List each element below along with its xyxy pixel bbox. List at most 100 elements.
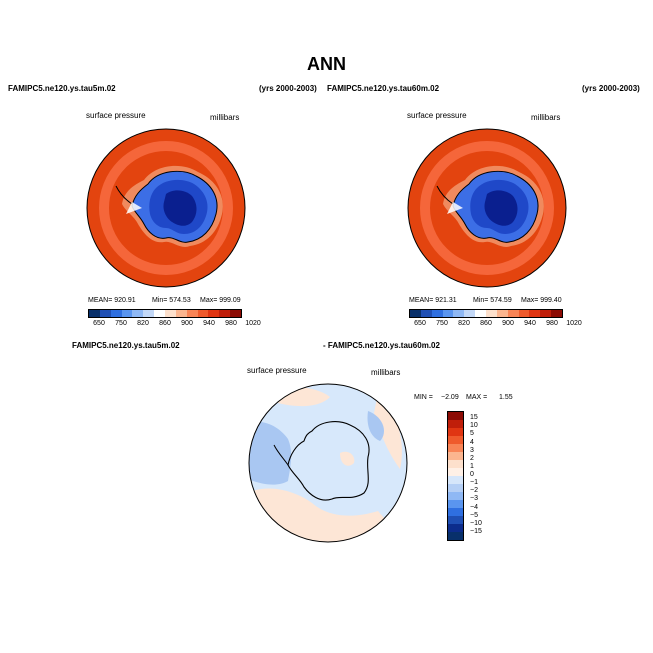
panel1-mean: MEAN= 920.91 bbox=[88, 297, 136, 304]
colorbar-swatch bbox=[110, 310, 122, 317]
colorbar-tick-label: 650 bbox=[93, 320, 105, 327]
panel1-units-label: millibars bbox=[210, 113, 240, 122]
colorbar-tick-label: −1 bbox=[470, 479, 478, 487]
colorbar-swatch bbox=[551, 310, 563, 317]
diff-max-label: MAX = bbox=[466, 394, 488, 401]
colorbar-tick-label: 860 bbox=[159, 320, 171, 327]
colorbar-swatch bbox=[475, 310, 487, 317]
colorbar-tick-label: 860 bbox=[480, 320, 492, 327]
panel2-colorbar bbox=[409, 309, 563, 318]
colorbar-swatch bbox=[507, 310, 519, 317]
colorbar-swatch bbox=[448, 492, 463, 500]
colorbar-tick-label: 3 bbox=[470, 446, 474, 454]
colorbar-swatch bbox=[431, 310, 443, 317]
diff-min-label: MIN = bbox=[414, 394, 433, 401]
colorbar-tick-label: −5 bbox=[470, 511, 478, 519]
colorbar-tick-label: 980 bbox=[546, 320, 558, 327]
colorbar-tick-label: 10 bbox=[470, 422, 478, 430]
colorbar-swatch bbox=[154, 310, 166, 317]
colorbar-swatch bbox=[486, 310, 497, 317]
colorbar-swatch bbox=[448, 476, 463, 484]
colorbar-swatch bbox=[496, 310, 508, 317]
colorbar-swatch bbox=[448, 516, 463, 524]
panel1-max: Max= 999.09 bbox=[200, 297, 241, 304]
panel1-case-label: FAMIPC5.ne120.ys.tau5m.02 bbox=[8, 84, 116, 93]
colorbar-swatch bbox=[448, 428, 463, 436]
colorbar-swatch bbox=[175, 310, 187, 317]
colorbar-swatch bbox=[448, 452, 463, 460]
panel2-case-label: FAMIPC5.ne120.ys.tau60m.02 bbox=[327, 84, 440, 93]
panel2-units-label: millibars bbox=[531, 113, 561, 122]
colorbar-tick-label: 750 bbox=[115, 320, 127, 327]
panel2-min: Min= 574.59 bbox=[473, 297, 512, 304]
colorbar-swatch bbox=[540, 310, 552, 317]
colorbar-swatch bbox=[448, 436, 463, 444]
colorbar-tick-label: −3 bbox=[470, 495, 478, 503]
colorbar-swatch bbox=[219, 310, 231, 317]
colorbar-swatch bbox=[99, 310, 111, 317]
colorbar-tick-label: −4 bbox=[470, 503, 478, 511]
colorbar-swatch bbox=[89, 310, 100, 317]
colorbar-tick-label: 4 bbox=[470, 438, 474, 446]
page-title: ANN bbox=[307, 54, 346, 74]
panel1-years-label: (yrs 2000-2003) bbox=[259, 84, 317, 93]
colorbar-swatch bbox=[448, 524, 463, 532]
panel2-polar-map bbox=[407, 128, 567, 288]
colorbar-swatch bbox=[448, 508, 463, 516]
colorbar-tick-label: −10 bbox=[470, 519, 482, 527]
colorbar-tick-label: 900 bbox=[181, 320, 193, 327]
colorbar-swatch bbox=[442, 310, 454, 317]
colorbar-swatch bbox=[448, 444, 463, 452]
colorbar-swatch bbox=[448, 420, 463, 428]
colorbar-tick-label: 750 bbox=[436, 320, 448, 327]
colorbar-tick-label: 15 bbox=[470, 414, 478, 422]
panel2-years-label: (yrs 2000-2003) bbox=[582, 84, 640, 93]
colorbar-swatch bbox=[165, 310, 176, 317]
colorbar-swatch bbox=[453, 310, 465, 317]
colorbar-tick-label: −2 bbox=[470, 487, 478, 495]
colorbar-swatch bbox=[529, 310, 541, 317]
colorbar-swatch bbox=[448, 460, 463, 468]
colorbar-swatch bbox=[197, 310, 209, 317]
diff-max-value: 1.55 bbox=[499, 394, 513, 401]
colorbar-tick-label: 940 bbox=[203, 320, 215, 327]
panel1-colorbar bbox=[88, 309, 242, 318]
colorbar-tick-label: 940 bbox=[524, 320, 536, 327]
diff-units-label: millibars bbox=[371, 368, 401, 377]
diff-variable-label: surface pressure bbox=[247, 366, 307, 375]
panel1-variable-label: surface pressure bbox=[86, 111, 146, 120]
panel2-mean: MEAN= 921.31 bbox=[409, 297, 457, 304]
colorbar-swatch bbox=[518, 310, 530, 317]
colorbar-swatch bbox=[448, 484, 463, 492]
colorbar-swatch bbox=[143, 310, 155, 317]
colorbar-swatch bbox=[410, 310, 421, 317]
diff-polar-map bbox=[248, 383, 408, 543]
colorbar-swatch bbox=[186, 310, 198, 317]
colorbar-tick-label: 820 bbox=[137, 320, 149, 327]
panel1-polar-map bbox=[86, 128, 246, 288]
colorbar-tick-label: 900 bbox=[502, 320, 514, 327]
colorbar-tick-label: 0 bbox=[470, 471, 474, 478]
colorbar-tick-label: 980 bbox=[225, 320, 237, 327]
colorbar-tick-label: 2 bbox=[470, 454, 474, 462]
colorbar-swatch bbox=[448, 500, 463, 508]
colorbar-swatch bbox=[448, 412, 463, 420]
diff-colorbar bbox=[447, 411, 464, 541]
colorbar-swatch bbox=[132, 310, 144, 317]
colorbar-swatch bbox=[208, 310, 220, 317]
panel1-min: Min= 574.53 bbox=[152, 297, 191, 304]
colorbar-swatch bbox=[230, 310, 242, 317]
colorbar-tick-label: 5 bbox=[470, 430, 474, 438]
diff-case-b-label: - FAMIPC5.ne120.ys.tau60m.02 bbox=[323, 341, 440, 350]
diff-case-a-label: FAMIPC5.ne120.ys.tau5m.02 bbox=[72, 341, 180, 350]
colorbar-swatch bbox=[448, 468, 463, 476]
colorbar-tick-label: 1 bbox=[470, 462, 474, 470]
colorbar-tick-label: 650 bbox=[414, 320, 426, 327]
colorbar-tick-label: 1020 bbox=[566, 320, 582, 327]
colorbar-swatch bbox=[448, 532, 463, 540]
colorbar-swatch bbox=[464, 310, 476, 317]
colorbar-tick-label: 1020 bbox=[245, 320, 261, 327]
diff-min-value: −2.09 bbox=[441, 394, 459, 401]
colorbar-tick-label: −15 bbox=[470, 527, 482, 535]
colorbar-swatch bbox=[121, 310, 133, 317]
